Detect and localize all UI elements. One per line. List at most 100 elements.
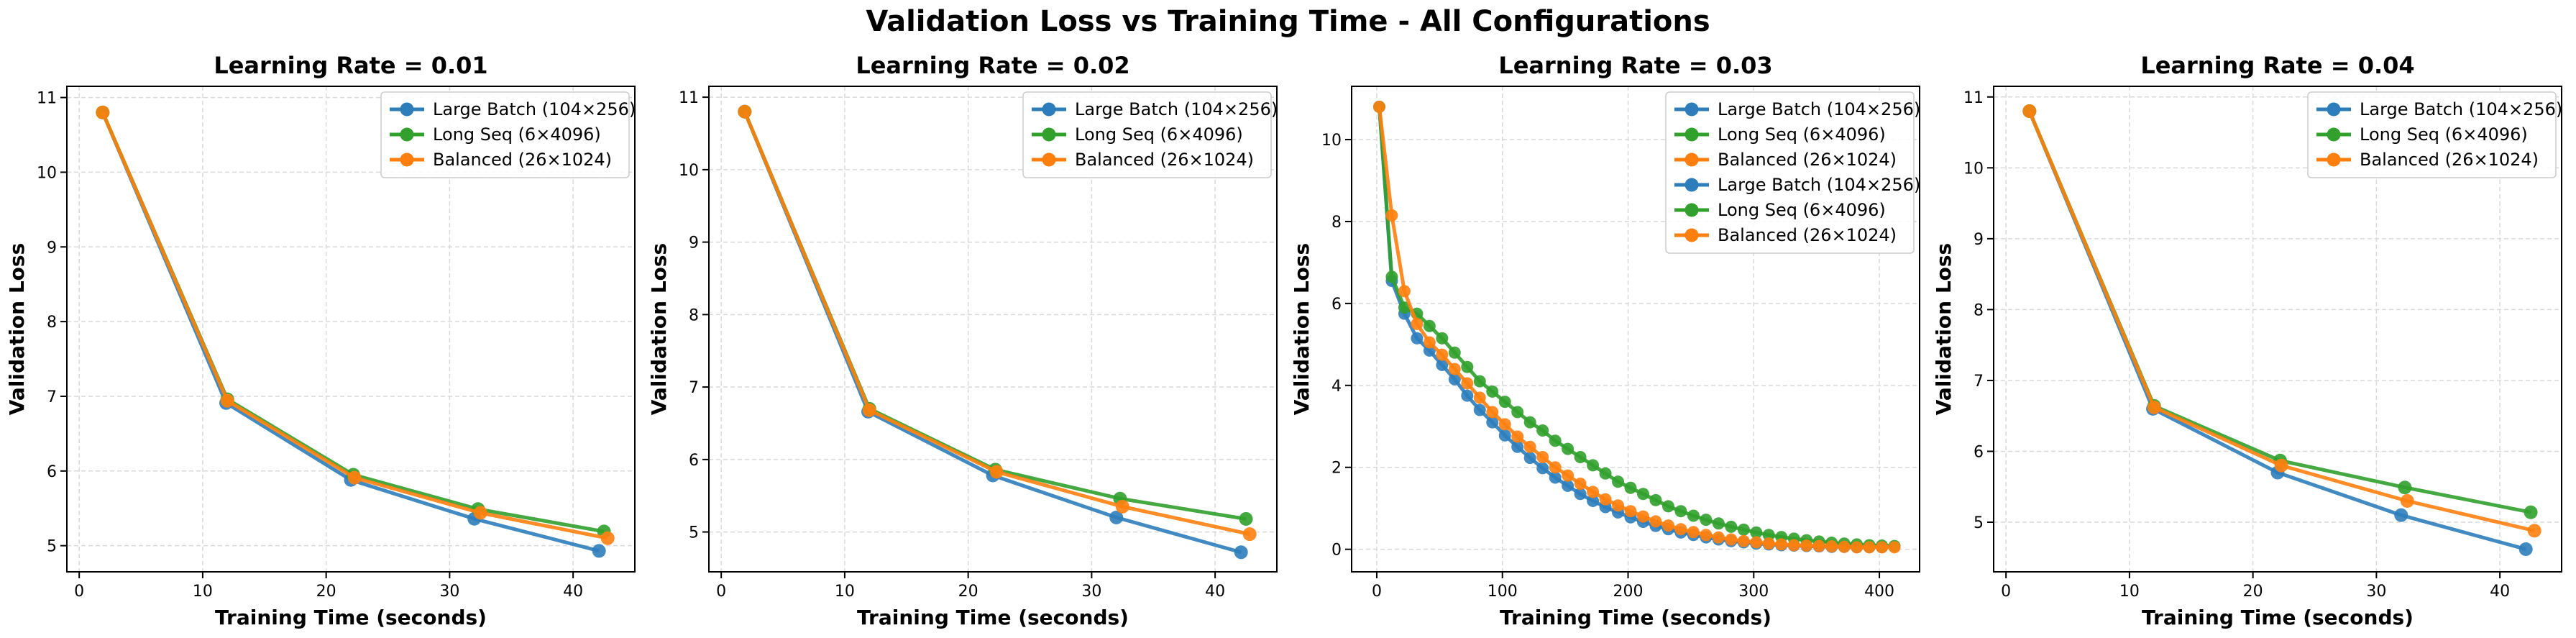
panel-title: Learning Rate = 0.02 bbox=[856, 52, 1129, 79]
data-point bbox=[1587, 486, 1600, 498]
x-tick-label: 20 bbox=[316, 583, 336, 601]
data-point bbox=[1536, 424, 1549, 437]
data-point bbox=[1612, 475, 1625, 488]
data-point bbox=[2022, 104, 2037, 118]
legend-label: Long Seq (6×4096) bbox=[2360, 124, 2528, 145]
data-point bbox=[1661, 500, 1674, 513]
axes-frame bbox=[708, 86, 1278, 573]
data-point bbox=[1687, 509, 1700, 522]
data-point bbox=[1398, 285, 1411, 298]
legend-swatch-marker bbox=[1685, 203, 1699, 217]
y-tick-label: 7 bbox=[1974, 373, 1984, 391]
data-point bbox=[1624, 481, 1637, 494]
data-point bbox=[1687, 526, 1700, 539]
data-point bbox=[1448, 346, 1461, 359]
y-tick-label: 6 bbox=[47, 463, 57, 481]
legend-frame bbox=[2307, 91, 2557, 178]
legend-frame bbox=[1022, 91, 1272, 178]
data-point bbox=[1700, 529, 1713, 542]
panel-3: 0 100 200 300 400 0 2 4 6 8 10 Learning Rate = 0.03… bbox=[1290, 52, 1920, 629]
y-tick-label: 4 bbox=[1331, 378, 1342, 396]
legend-label: Large Batch (104×256) bbox=[1718, 175, 1920, 195]
x-tick-label: 200 bbox=[1613, 583, 1644, 601]
data-point bbox=[1787, 539, 1800, 552]
data-point bbox=[1398, 301, 1411, 314]
axes-frame bbox=[1993, 86, 2562, 573]
x-tick-label: 40 bbox=[1205, 583, 1225, 601]
data-point bbox=[592, 544, 606, 558]
data-point bbox=[1712, 517, 1725, 530]
data-point bbox=[1775, 538, 1788, 551]
data-point bbox=[1536, 451, 1549, 464]
legend-label: Balanced (26×1024) bbox=[2360, 150, 2539, 170]
data-point bbox=[1574, 488, 1587, 501]
x-tick-label: 30 bbox=[1081, 583, 1101, 601]
data-point bbox=[1511, 406, 1524, 419]
y-tick-label: 8 bbox=[1331, 214, 1342, 232]
legend-swatch-marker bbox=[1685, 152, 1699, 167]
legend-swatch-marker bbox=[400, 127, 414, 142]
legend-swatch-marker bbox=[1042, 102, 1056, 117]
figure-title: Validation Loss vs Training Time - All C… bbox=[866, 5, 1710, 38]
data-point bbox=[1737, 534, 1750, 547]
data-point bbox=[1636, 488, 1649, 501]
x-tick-label: 40 bbox=[2490, 583, 2510, 601]
data-point bbox=[1385, 209, 1398, 222]
legend-label: Large Batch (104×256) bbox=[2360, 99, 2562, 119]
legend-label: Long Seq (6×4096) bbox=[433, 124, 601, 145]
data-point bbox=[2524, 505, 2538, 519]
data-point bbox=[1649, 493, 1662, 506]
data-point bbox=[1498, 418, 1511, 431]
legend-swatch-marker bbox=[1685, 178, 1699, 192]
y-tick-label: 5 bbox=[47, 538, 57, 556]
panel-4: 0 10 20 30 40 5 6 7 8 9 10 11 Learning Rate = 0.04 Tr… bbox=[1932, 52, 2562, 629]
data-point bbox=[220, 393, 234, 408]
data-point bbox=[862, 403, 876, 417]
legend-label: Large Batch (104×256) bbox=[1718, 99, 1920, 119]
data-point bbox=[1700, 514, 1713, 527]
x-tick-label: 20 bbox=[2243, 583, 2263, 601]
x-tick-label: 0 bbox=[74, 583, 84, 601]
axes-frame bbox=[1351, 86, 1920, 573]
data-point bbox=[1486, 385, 1499, 398]
legend-swatch-marker bbox=[1042, 152, 1056, 167]
data-point bbox=[1562, 442, 1575, 455]
data-point bbox=[1461, 389, 1474, 402]
x-tick-label: 0 bbox=[1372, 583, 1382, 601]
legend-label: Balanced (26×1024) bbox=[1718, 225, 1897, 245]
x-tick-label: 300 bbox=[1738, 583, 1769, 601]
x-tick-label: 10 bbox=[193, 583, 213, 601]
y-tick-label: 2 bbox=[1331, 460, 1342, 478]
x-tick-label: 10 bbox=[2119, 583, 2140, 601]
data-point bbox=[1448, 373, 1461, 386]
x-tick-label: 400 bbox=[1864, 583, 1894, 601]
data-point bbox=[1473, 391, 1486, 404]
data-point bbox=[1511, 430, 1524, 443]
legend-swatch-marker bbox=[1685, 127, 1699, 142]
data-point bbox=[1486, 416, 1499, 429]
plot-area bbox=[96, 105, 615, 558]
data-point bbox=[1372, 100, 1385, 113]
legend: Large Batch (104×256) Long Seq (6×4096) Ba… bbox=[2307, 91, 2562, 178]
legend-label: Balanced (26×1024) bbox=[1075, 150, 1254, 170]
x-tick-label: 100 bbox=[1488, 583, 1518, 601]
plot-area bbox=[1372, 100, 1901, 554]
data-point bbox=[1636, 510, 1649, 523]
legend: Large Batch (104×256) Long Seq (6×4096) Ba… bbox=[1022, 91, 1278, 178]
data-point bbox=[1549, 434, 1562, 447]
legend-label: Large Batch (104×256) bbox=[433, 99, 636, 119]
y-tick-label: 7 bbox=[689, 379, 699, 397]
data-point bbox=[1448, 363, 1461, 375]
x-tick-label: 20 bbox=[958, 583, 978, 601]
data-point bbox=[1436, 348, 1449, 361]
y-tick-label: 7 bbox=[47, 388, 57, 406]
legend-label: Large Batch (104×256) bbox=[1075, 99, 1278, 119]
plot-area bbox=[738, 104, 1257, 560]
data-point bbox=[1674, 523, 1687, 536]
y-tick-label: 0 bbox=[1331, 542, 1342, 560]
data-point bbox=[1762, 537, 1775, 550]
x-tick-label: 0 bbox=[716, 583, 726, 601]
y-tick-label: 10 bbox=[679, 162, 699, 180]
legend-swatch-marker bbox=[2327, 127, 2341, 142]
